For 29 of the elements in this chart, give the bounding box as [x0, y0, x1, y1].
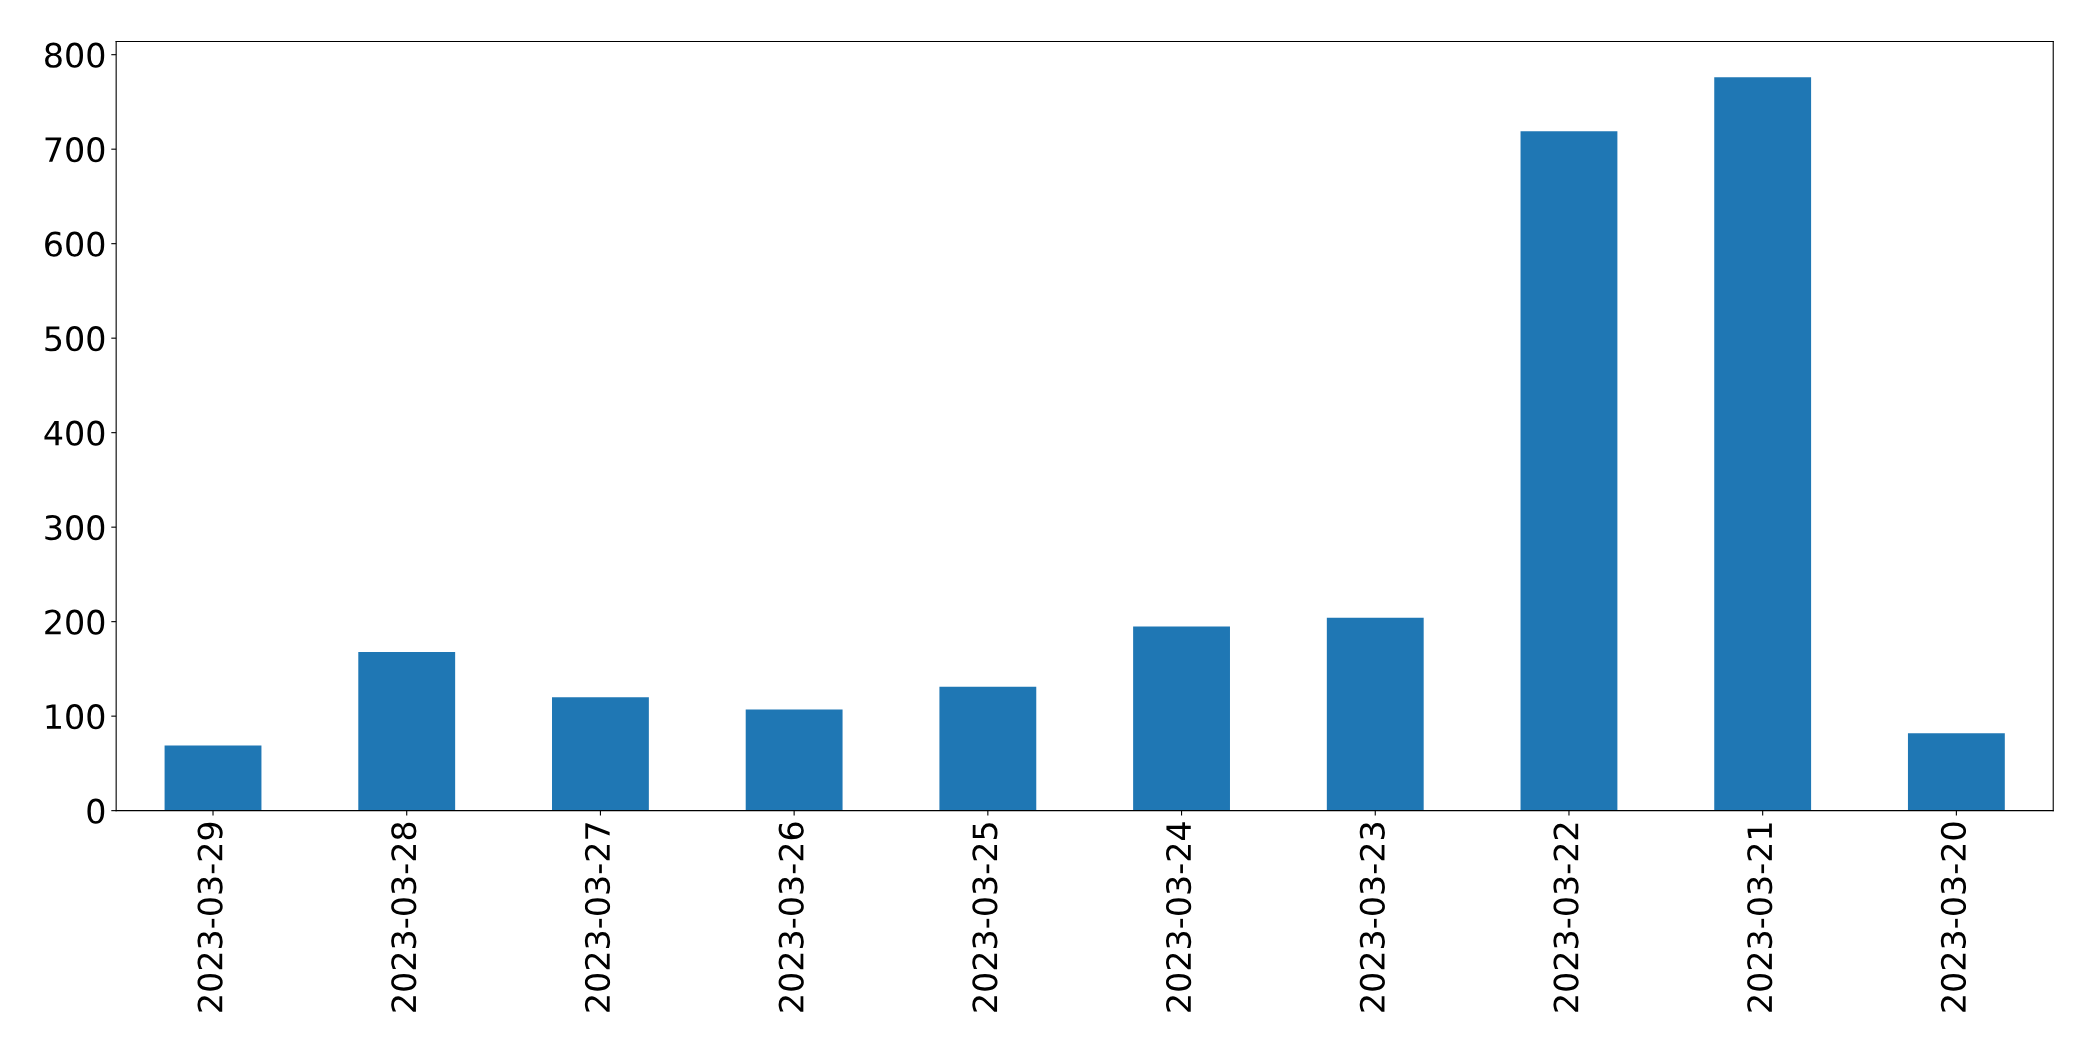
y-tick-label: 600: [45, 231, 105, 257]
x-tick-label: 2023-03-22: [1553, 823, 1579, 1012]
x-tick-label: 2023-03-28: [391, 822, 417, 1012]
bar: [552, 697, 649, 811]
bar: [164, 745, 262, 811]
bar: [1133, 626, 1230, 811]
bar: [745, 709, 843, 811]
bar: [1907, 733, 2005, 811]
y-tick-label: 800: [45, 42, 105, 68]
bar: [1326, 617, 1424, 811]
y-tick-label: 300: [45, 515, 105, 541]
x-tick-label: 2023-03-21: [1747, 823, 1773, 1012]
y-tick-label: 400: [44, 420, 105, 446]
x-tick-label: 2023-03-20: [1940, 822, 1967, 1012]
bar: [1714, 77, 1812, 811]
y-tick-label: 500: [45, 326, 105, 352]
y-tick-label: 100: [46, 704, 105, 730]
x-tick-label: 2023-03-27: [584, 823, 611, 1012]
bar: [1520, 131, 1618, 811]
x-tick-label: 2023-03-29: [197, 822, 223, 1012]
bar: [358, 651, 456, 811]
x-tick-label: 2023-03-26: [778, 822, 804, 1012]
x-tick-label: 2023-03-24: [1166, 822, 1192, 1012]
x-tick-label: 2023-03-25: [972, 823, 998, 1012]
y-tick-label: 200: [45, 609, 105, 635]
bar: [939, 686, 1037, 811]
y-tick-label: 0: [87, 798, 105, 824]
x-tick-label: 2023-03-23: [1359, 823, 1385, 1012]
y-tick-label: 700: [45, 137, 105, 163]
